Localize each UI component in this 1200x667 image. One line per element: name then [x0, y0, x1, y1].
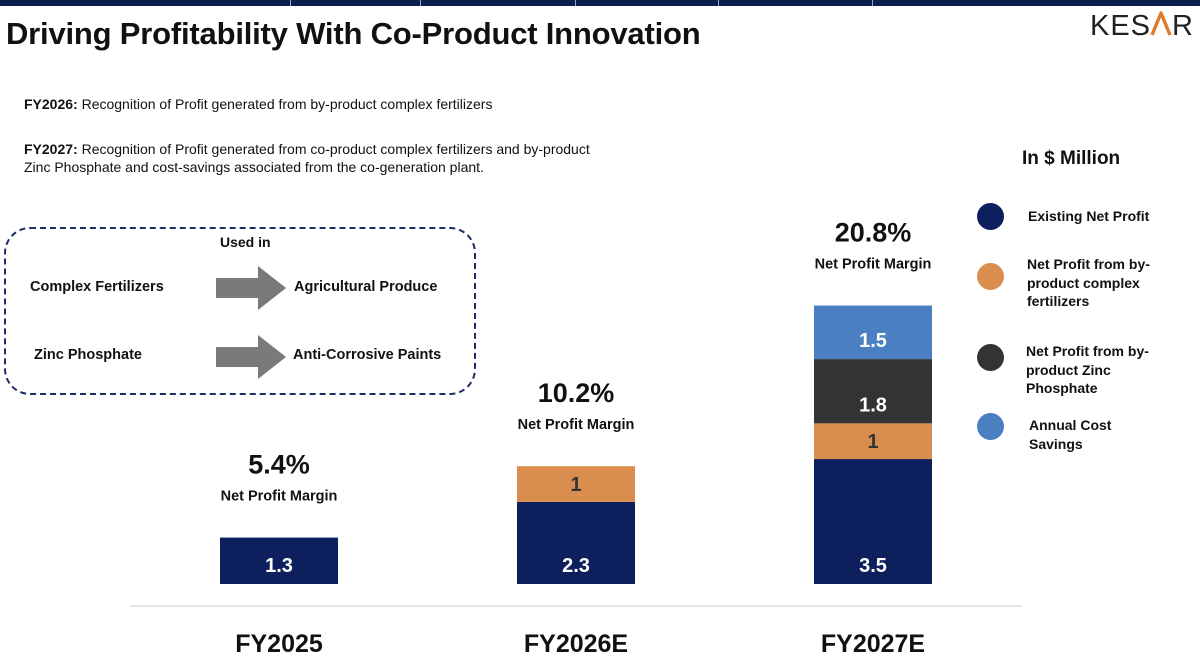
margin-label: Net Profit Margin	[221, 489, 338, 505]
bar-value-label: 2.3	[562, 555, 590, 577]
legend-swatch-zinc	[977, 344, 1004, 371]
category-label: FY2026E	[524, 630, 628, 658]
usage-source: Zinc Phosphate	[34, 347, 142, 363]
margin-label: Net Profit Margin	[815, 257, 932, 273]
nav-tab-divider	[872, 0, 873, 6]
note-text: Recognition of Profit generated from co-…	[24, 141, 590, 175]
legend-swatch-complex	[977, 263, 1004, 290]
category-label: FY2027E	[821, 630, 925, 658]
bar-segment	[814, 459, 932, 584]
page-title: Driving Profitability With Co-Product In…	[6, 16, 701, 51]
bar-value-label: 1.5	[859, 330, 887, 352]
legend-swatch-savings	[977, 413, 1004, 440]
nav-tab-divider	[290, 0, 291, 6]
bar-value-label: 3.5	[859, 555, 887, 577]
margin-label: Net Profit Margin	[518, 417, 635, 433]
bar-segment	[220, 537, 338, 584]
bar-segment	[814, 423, 932, 460]
margin-value: 10.2%	[538, 378, 615, 408]
bar-segment	[814, 305, 932, 360]
usage-source: Complex Fertilizers	[30, 279, 164, 295]
bar-value-label: 1	[867, 431, 878, 453]
svg-text:R: R	[1172, 10, 1193, 42]
usage-target: Agricultural Produce	[294, 279, 438, 295]
legend-label: Annual Cost Savings	[1029, 417, 1112, 452]
kesar-logo: KES R	[1090, 10, 1193, 42]
right-arrow-icon	[216, 335, 286, 379]
bar-segment	[517, 466, 635, 502]
legend-label: Existing Net Profit	[1028, 208, 1150, 224]
margin-value: 5.4%	[248, 450, 310, 480]
top-nav-strip	[0, 0, 1200, 6]
note-label: FY2026:	[24, 96, 78, 112]
svg-text:KES: KES	[1090, 10, 1151, 42]
usage-target: Anti-Corrosive Paints	[293, 347, 442, 363]
nav-tab-divider	[420, 0, 421, 6]
category-label: FY2025	[235, 630, 323, 658]
legend-swatch-existing	[977, 203, 1004, 230]
bar-value-label: 1	[570, 474, 581, 496]
usage-header: Used in	[220, 234, 271, 250]
bar-value-label: 1.3	[265, 555, 293, 577]
bar-segment	[517, 501, 635, 584]
right-arrow-icon	[216, 266, 286, 310]
bar-value-label: 1.8	[859, 394, 887, 416]
note-label: FY2027:	[24, 141, 78, 157]
bar-segment	[814, 359, 932, 424]
legend-label: Net Profit from by-product complex ferti…	[1027, 256, 1150, 309]
nav-tab-divider	[575, 0, 576, 6]
fy2027-note: FY2027: Recognition of Profit generated …	[24, 140, 609, 176]
margin-value: 20.8%	[835, 218, 912, 248]
fy2026-note: FY2026: Recognition of Profit generated …	[24, 95, 584, 113]
unit-label: In $ Million	[1022, 148, 1121, 169]
legend-label: Net Profit from by-product Zinc Phosphat…	[1026, 343, 1149, 396]
usage-panel	[4, 227, 476, 395]
nav-tab-divider	[718, 0, 719, 6]
note-text: Recognition of Profit generated from by-…	[77, 96, 493, 112]
